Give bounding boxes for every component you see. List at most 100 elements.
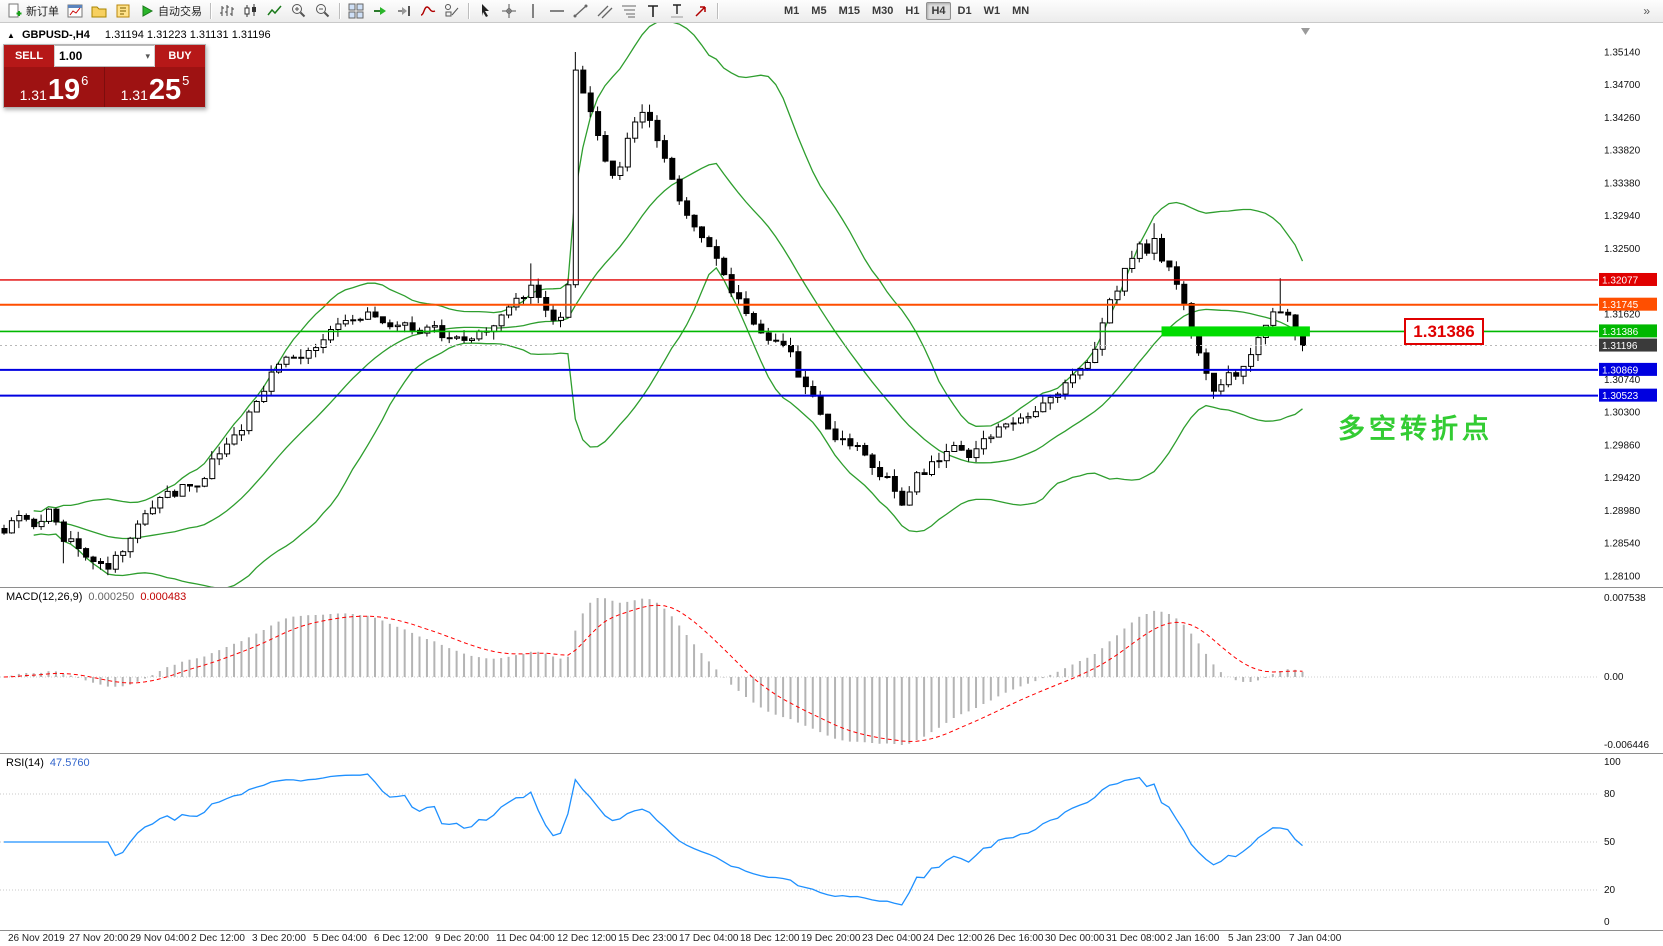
tile-windows-icon <box>348 3 364 19</box>
line-chart-icon <box>267 3 283 19</box>
crosshair-tool-button[interactable] <box>497 1 521 21</box>
time-label: 27 Nov 20:00 <box>69 933 129 944</box>
text-tool-button[interactable] <box>641 1 665 21</box>
channel-tool-button[interactable] <box>593 1 617 21</box>
timeframe-mn[interactable]: MN <box>1012 5 1030 17</box>
new-order-button[interactable]: 新订单 <box>3 1 63 21</box>
svg-text:0: 0 <box>1604 917 1610 928</box>
label-tool-button[interactable] <box>665 1 689 21</box>
svg-text:1.34260: 1.34260 <box>1604 113 1641 124</box>
metaeditor-button[interactable] <box>111 1 135 21</box>
svg-text:1.33820: 1.33820 <box>1604 146 1641 157</box>
timeframe-m5[interactable]: M5 <box>811 5 827 17</box>
time-label: 15 Dec 23:00 <box>618 933 678 944</box>
price-tag: 1.30523 <box>1599 388 1657 402</box>
timeframe-h1[interactable]: H1 <box>905 5 920 17</box>
candlestick-chart-button[interactable] <box>239 1 263 21</box>
price-tag: 1.31196 <box>1599 338 1657 352</box>
svg-text:1.30869: 1.30869 <box>1602 365 1639 376</box>
volume-input[interactable] <box>59 49 129 63</box>
price-tag: 1.32077 <box>1599 272 1657 286</box>
toolbar-group: 新订单 自动交易 <box>3 0 206 22</box>
fibonacci-icon <box>621 3 637 19</box>
horizontal-line-tool-button[interactable] <box>545 1 569 21</box>
toolbar-overflow-icon[interactable]: » <box>1643 4 1650 18</box>
cursor-tool-button[interactable] <box>473 1 497 21</box>
new-order-icon <box>7 3 23 19</box>
buy-button[interactable]: BUY <box>155 45 205 67</box>
chart-shift-marker-icon[interactable] <box>1301 28 1310 35</box>
indicators-button[interactable] <box>416 1 440 21</box>
time-label: 5 Jan 23:00 <box>1228 933 1281 944</box>
time-label: 24 Dec 12:00 <box>923 933 983 944</box>
rsi-label: RSI(14) 47.5760 <box>6 757 96 769</box>
sell-price[interactable]: 1.31 19 6 <box>4 67 104 107</box>
time-label: 6 Dec 12:00 <box>374 933 428 944</box>
time-label: 17 Dec 04:00 <box>679 933 739 944</box>
bar-chart-button[interactable] <box>215 1 239 21</box>
ohlc-values: 1.31194 1.31223 1.31131 1.31196 <box>104 29 271 41</box>
metaeditor-icon <box>115 3 131 19</box>
autotrading-button[interactable]: 自动交易 <box>135 1 206 21</box>
svg-text:0.007538: 0.007538 <box>1604 593 1646 604</box>
fibonacci-tool-button[interactable] <box>617 1 641 21</box>
profiles-icon <box>91 3 107 19</box>
chart-shift-button[interactable] <box>392 1 416 21</box>
timeframe-m15[interactable]: M15 <box>838 5 860 17</box>
zoom-out-button[interactable] <box>311 1 335 21</box>
trendline-tool-button[interactable] <box>569 1 593 21</box>
rsi-value: 47.5760 <box>49 757 90 769</box>
svg-text:20: 20 <box>1604 885 1616 896</box>
buy-price[interactable]: 1.31 25 5 <box>105 67 205 107</box>
text-icon <box>645 3 661 19</box>
svg-text:1.28540: 1.28540 <box>1604 539 1641 550</box>
macd-histogram <box>10 598 1304 745</box>
auto-scroll-button[interactable] <box>368 1 392 21</box>
price-tag: 1.30869 <box>1599 362 1657 376</box>
trendline-icon <box>573 3 589 19</box>
volume-dropdown-icon[interactable]: ▾ <box>145 50 150 61</box>
toolbar-group <box>473 0 713 22</box>
line-chart-button[interactable] <box>263 1 287 21</box>
highlight-zone[interactable] <box>1161 326 1310 337</box>
svg-text:1.32500: 1.32500 <box>1604 244 1641 255</box>
objects-icon <box>444 3 460 19</box>
timeframe-d1[interactable]: D1 <box>957 5 972 17</box>
vertical-line-tool-button[interactable] <box>521 1 545 21</box>
macd-main-value: 0.000250 <box>88 591 135 603</box>
time-label: 26 Nov 2019 <box>8 933 65 944</box>
symbol-timeframe: GBPUSD-,H4 <box>21 29 90 41</box>
buy-price-pips: 25 <box>148 74 182 107</box>
time-label: 9 Dec 20:00 <box>435 933 489 944</box>
toolbar: 新订单 自动交易 M1 M5 M15 M30 H1 H4 D1 W1 MN » <box>0 0 1663 23</box>
timeframe-m1[interactable]: M1 <box>784 5 800 17</box>
sell-button[interactable]: SELL <box>4 45 54 67</box>
svg-text:1.29420: 1.29420 <box>1604 473 1641 484</box>
tile-windows-button[interactable] <box>344 1 368 21</box>
new-order-button-label: 新订单 <box>26 6 59 18</box>
objects-list-button[interactable] <box>440 1 464 21</box>
profiles-button[interactable] <box>87 1 111 21</box>
timeframe-w1[interactable]: W1 <box>983 5 1001 17</box>
timeframe-m30[interactable]: M30 <box>871 5 894 17</box>
toolbar-separator <box>339 3 340 19</box>
time-label: 30 Dec 00:00 <box>1045 933 1105 944</box>
price-callout[interactable]: 1.31386 <box>1404 318 1484 345</box>
macd-label: MACD(12,26,9) 0.000250 0.000483 <box>6 591 192 603</box>
time-axis[interactable]: 26 Nov 2019 27 Nov 20:00 29 Nov 04:00 2 Dec… <box>0 930 1663 946</box>
sell-price-pips: 19 <box>47 74 81 107</box>
zoom-in-button[interactable] <box>287 1 311 21</box>
sell-price-big: 1.31 <box>19 86 47 103</box>
vertical-line-icon <box>525 3 541 19</box>
main-chart-canvas: 1.35140 1.34700 1.34260 1.33820 1.33380 1.329… <box>0 23 1657 587</box>
time-label: 3 Dec 20:00 <box>252 933 306 944</box>
timeframe-h4[interactable]: H4 <box>926 2 951 20</box>
time-label: 31 Dec 08:00 <box>1106 933 1166 944</box>
arrows-tool-button[interactable] <box>689 1 713 21</box>
buy-price-pipette: 5 <box>182 73 190 88</box>
toolbar-group <box>344 0 464 22</box>
svg-text:1.30300: 1.30300 <box>1604 408 1641 419</box>
new-chart-button[interactable] <box>63 1 87 21</box>
one-click-collapse-icon[interactable]: ▲ <box>7 31 15 40</box>
